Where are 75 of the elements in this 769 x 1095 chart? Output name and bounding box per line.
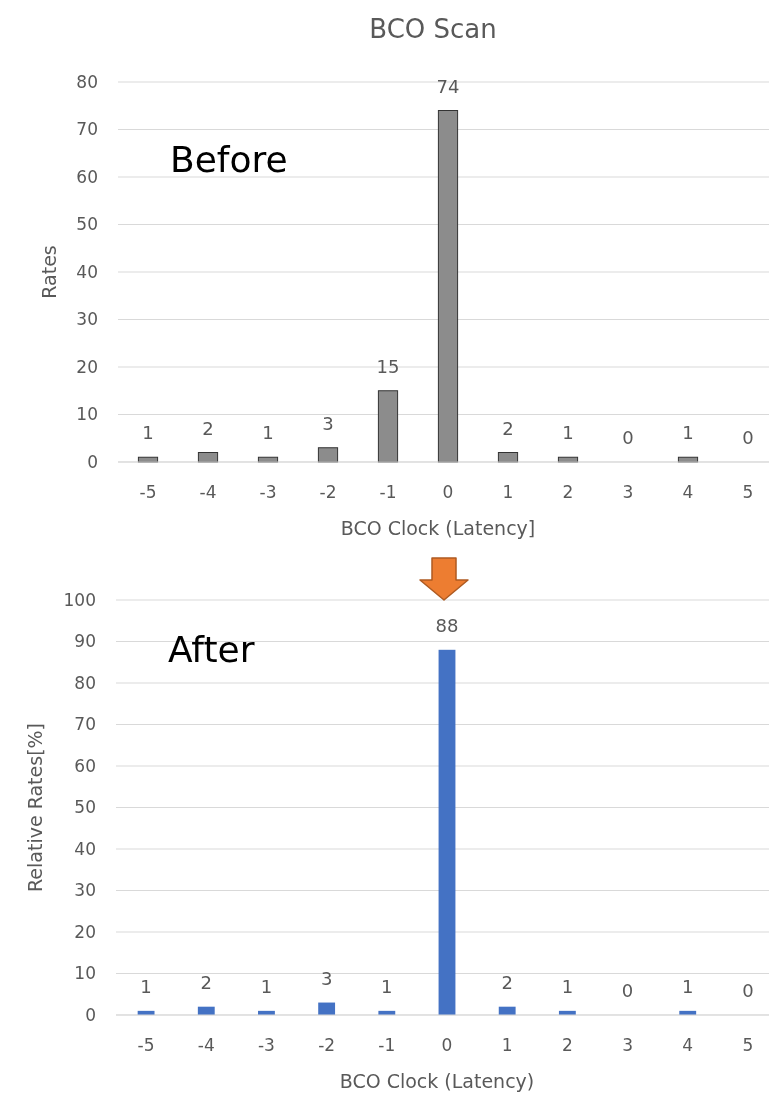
y-tick-label: 0 [87, 451, 98, 472]
y-tick-label: 20 [74, 921, 96, 942]
bar [438, 649, 456, 1015]
y-tick-label: 80 [74, 672, 96, 693]
x-tick-label: 2 [562, 482, 574, 502]
x-tick-label: -4 [197, 1035, 215, 1055]
y-tick-label: 20 [76, 356, 98, 377]
data-label: 1 [140, 975, 152, 997]
y-tick-label: 70 [74, 714, 96, 735]
x-tick-label: 5 [742, 482, 754, 502]
data-label: 15 [376, 355, 400, 377]
x-tick-label: -5 [137, 1035, 155, 1055]
y-tick-label: 60 [76, 166, 98, 187]
annotation: Before [170, 139, 288, 180]
y-tick-label: 40 [74, 838, 96, 859]
y-tick-label: 0 [85, 1004, 96, 1025]
x-tick-label: 4 [682, 1035, 694, 1055]
data-label: 88 [435, 614, 459, 636]
x-tick-label: 0 [441, 1035, 453, 1055]
x-tick-label: -2 [319, 482, 337, 502]
data-label: 3 [322, 412, 334, 434]
x-tick-label: 0 [442, 482, 454, 502]
data-label: 0 [622, 427, 634, 448]
data-label: 2 [502, 417, 514, 439]
data-label: 1 [381, 975, 393, 997]
y-tick-label: 90 [74, 631, 96, 652]
data-label: 1 [142, 422, 154, 444]
bar [437, 110, 459, 463]
data-label: 2 [200, 971, 212, 993]
x-tick-label: -3 [257, 1035, 275, 1055]
data-label: 0 [742, 427, 754, 448]
bar [317, 447, 339, 463]
data-label: 1 [682, 975, 694, 997]
chart-title: BCO Scan [369, 14, 497, 44]
y-tick-label: 10 [76, 404, 98, 425]
data-label: 1 [682, 422, 694, 444]
x-tick-label: 5 [742, 1035, 754, 1055]
data-label: 0 [742, 980, 754, 1001]
x-tick-label: -3 [259, 482, 277, 502]
data-label: 1 [561, 975, 574, 997]
x-tick-label: 4 [682, 482, 694, 502]
x-tick-label: -4 [199, 482, 217, 502]
annotation: After [168, 629, 255, 670]
y-tick-label: 40 [76, 261, 98, 282]
data-label: 3 [320, 967, 333, 989]
data-label: 0 [621, 980, 634, 1001]
x-tick-label: -2 [318, 1035, 336, 1055]
y-tick-label: 100 [63, 589, 96, 610]
x-tick-label: 3 [622, 1035, 633, 1055]
data-label: 1 [562, 422, 574, 444]
y-tick-label: 70 [76, 119, 98, 140]
x-axis-title: BCO Clock (Latency) [339, 1070, 535, 1092]
data-label: 74 [436, 75, 460, 97]
bar [377, 390, 399, 463]
x-axis-title: BCO Clock (Latency] [340, 517, 536, 539]
y-tick-label: 30 [76, 309, 98, 330]
x-tick-label: 2 [561, 1035, 573, 1055]
x-tick-label: -5 [139, 482, 157, 502]
x-tick-label: 1 [502, 482, 514, 502]
y-tick-label: 80 [76, 71, 98, 92]
y-tick-label: 30 [74, 880, 96, 901]
y-tick-label: 10 [74, 963, 96, 984]
x-tick-label: -1 [379, 482, 397, 502]
y-tick-label: 50 [74, 797, 96, 818]
data-label: 1 [262, 422, 274, 444]
data-label: 2 [202, 417, 214, 439]
y-tick-label: 50 [76, 214, 98, 235]
y-axis-title: Relative Rates[%] [24, 722, 46, 893]
x-tick-label: -1 [378, 1035, 396, 1055]
x-tick-label: 1 [501, 1035, 513, 1055]
x-tick-label: 3 [622, 482, 634, 502]
y-axis-title: Rates [38, 245, 60, 299]
data-label: 2 [501, 971, 513, 993]
data-label: 1 [260, 975, 273, 997]
y-tick-label: 60 [74, 755, 96, 776]
